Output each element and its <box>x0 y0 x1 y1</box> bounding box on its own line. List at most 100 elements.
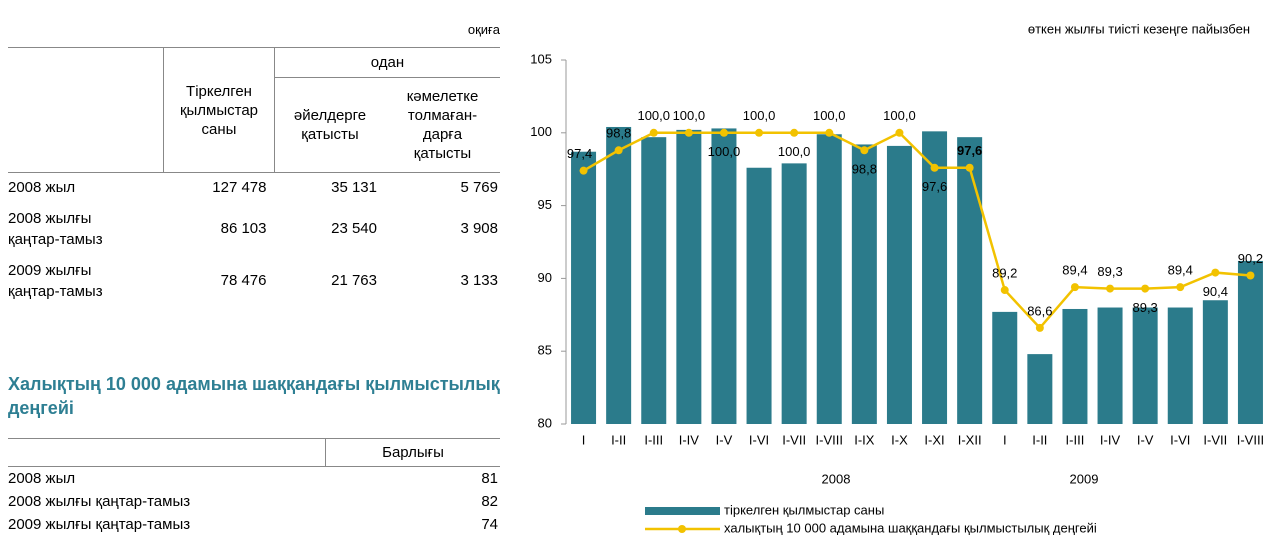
data-label: 89,3 <box>1132 300 1157 315</box>
line-marker <box>895 128 904 137</box>
rate-table: Барлығы 2008 жыл 81 2008 жылғы қаңтар-тамы… <box>8 438 500 536</box>
cell-value: 5 769 <box>460 179 498 197</box>
line-marker <box>719 128 728 137</box>
line <box>582 131 1251 330</box>
legend-label: халықтың 10 000 адамына шаққандағы қылмы… <box>724 520 1097 535</box>
bar <box>851 144 877 424</box>
bar <box>886 145 912 425</box>
table-cell: 86 103 <box>164 203 275 255</box>
row-label: 2008 жыл <box>8 179 76 197</box>
x-tick-label: I-V <box>1137 432 1154 447</box>
line-marker <box>649 128 658 137</box>
corner <box>8 47 164 173</box>
group-label: 2008 <box>822 471 851 486</box>
header-cell: Тіркелген қылмыстар саны <box>179 82 259 138</box>
x-tick-label: I-VIII <box>816 432 843 447</box>
bar <box>1062 308 1088 424</box>
bar <box>711 128 737 424</box>
table-row: 2008 жылғы қаңтар-тамыз 82 <box>8 490 500 513</box>
data-label: 100,0 <box>743 108 776 123</box>
bar <box>1097 307 1123 424</box>
x-tick-label: I-II <box>1032 432 1047 447</box>
data-label: 97,6 <box>922 179 947 194</box>
cell-value: 74 <box>481 516 498 533</box>
line-marker <box>790 128 799 137</box>
header-cell: кәмелетке толмаған-дарға қатысты <box>406 88 479 162</box>
bar <box>606 126 632 424</box>
x-tick-label: I-VIII <box>1237 432 1264 447</box>
x-tick-label: I-XII <box>958 432 982 447</box>
table-cell: 2008 жылғы қаңтар-тамыз <box>8 203 164 255</box>
cell-value: 3 133 <box>460 272 498 289</box>
table-cell: 21 763 <box>275 255 386 307</box>
table-row: 2009 жылғы қаңтар-тамыз 78 476 21 763 3 133 <box>8 255 500 307</box>
x-tick-label: I <box>582 432 586 447</box>
unit-note: оқиға <box>467 22 500 37</box>
data-label: 90,2 <box>1238 251 1263 266</box>
legend-swatch <box>645 507 720 515</box>
table-cell: 3 133 <box>385 255 500 307</box>
table-cell: 78 476 <box>164 255 275 307</box>
legend-swatch <box>678 525 686 533</box>
data-label: 98,8 <box>852 162 877 177</box>
data-label: 100,0 <box>673 108 706 123</box>
line-marker <box>1211 268 1220 277</box>
table-cell: 35 131 <box>275 173 386 203</box>
header-cell: Барлығы <box>325 438 500 467</box>
bar <box>676 129 702 424</box>
cell-value: 35 131 <box>331 179 377 197</box>
table-row: 2009 жылғы қаңтар-тамыз 74 <box>8 513 500 536</box>
section-title: Халықтың 10 000 адамына шаққандағы қылмы… <box>8 374 500 418</box>
y-tick-label: 90 <box>538 270 552 285</box>
bar <box>746 167 772 424</box>
data-label: 100,0 <box>778 144 811 159</box>
cell-value: 82 <box>481 493 498 510</box>
x-tick-label: I-III <box>644 432 663 447</box>
x-tick-label: I <box>1003 432 1007 447</box>
bar <box>816 134 842 425</box>
cell-value: 21 763 <box>331 272 377 289</box>
data-label: 97,4 <box>567 146 592 161</box>
row-label: 2008 жыл <box>8 470 76 487</box>
table-cell: 2008 жыл <box>8 173 164 203</box>
x-tick-label: I-XI <box>924 432 944 447</box>
cell-value: 78 476 <box>220 272 267 289</box>
table-row: 2008 жылғы қаңтар-тамыз 86 103 23 540 3 908 <box>8 203 500 255</box>
x-tick-label: I-IV <box>679 432 700 447</box>
chart-subtitle: өткен жылғы тиісті кезеңге пайызбен <box>1028 21 1250 36</box>
table-row: 2008 жыл 81 <box>8 467 500 491</box>
y-tick-label: 95 <box>538 197 552 212</box>
data-label: 100,0 <box>883 108 916 123</box>
line-marker <box>755 128 764 137</box>
x-tick-label: I-II <box>611 432 626 447</box>
legend-label: тіркелген қылмыстар саны <box>724 502 884 517</box>
x-tick-label: I-VI <box>1170 432 1190 447</box>
bar <box>781 163 807 424</box>
bar <box>1027 354 1053 424</box>
x-tick-label: I-VII <box>1203 432 1227 447</box>
data-label: 97,6 <box>957 143 982 158</box>
line-marker <box>1141 284 1150 293</box>
cell-value: 3 908 <box>460 220 498 237</box>
line-marker <box>1176 283 1185 292</box>
x-tick-label: I-X <box>891 432 908 447</box>
data-label: 98,8 <box>606 126 631 141</box>
line-marker <box>825 128 834 137</box>
group-label: 2009 <box>1070 471 1099 486</box>
data-label: 90,4 <box>1203 284 1228 299</box>
x-tick-label: I-III <box>1066 432 1085 447</box>
line-marker <box>1035 323 1044 332</box>
bar <box>1237 260 1263 424</box>
bar <box>1202 300 1228 424</box>
bar <box>571 151 597 424</box>
data-label: 89,4 <box>1168 263 1193 278</box>
line-marker <box>684 128 693 137</box>
table-cell: 23 540 <box>275 203 386 255</box>
y-tick-label: 80 <box>538 415 552 430</box>
line-marker <box>965 163 974 172</box>
line-marker <box>930 163 939 172</box>
crime-table: Тіркелген қылмыстар саны одан әйелдерге … <box>8 47 500 307</box>
table-cell: 2009 жылғы қаңтар-тамыз <box>8 255 164 307</box>
line-marker <box>1246 271 1255 280</box>
